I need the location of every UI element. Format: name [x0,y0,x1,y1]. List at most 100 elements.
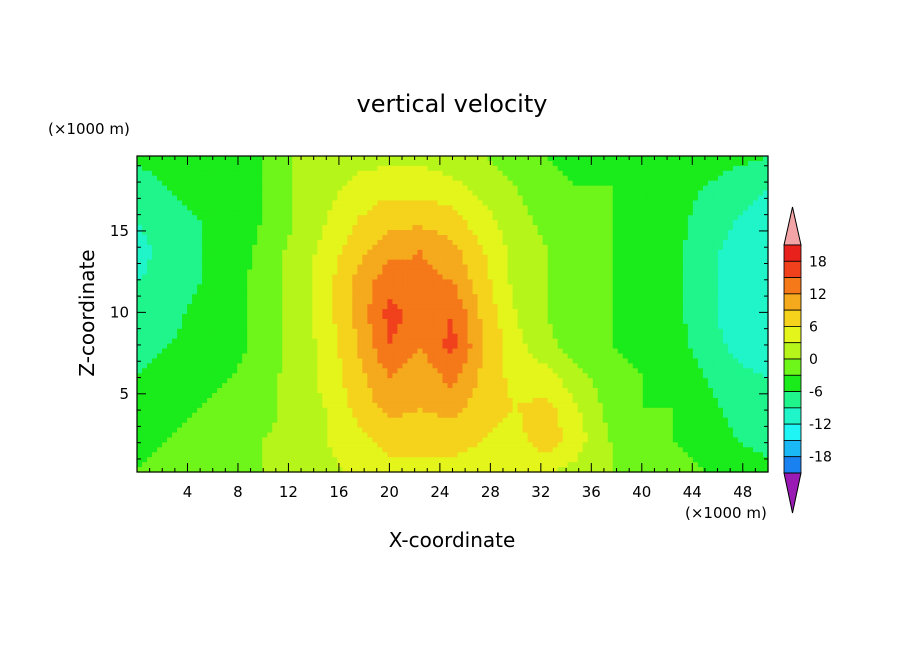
field-cell [222,348,228,355]
field-cell [557,294,564,300]
field-cell [457,210,464,216]
field-cell [452,230,459,236]
field-cell [472,165,479,172]
field-cell [622,269,629,276]
field-cell [417,338,424,345]
field-cell [322,328,328,335]
field-cell [192,205,198,211]
field-cell [242,333,248,340]
field-cell [317,254,323,261]
field-cell [287,309,293,315]
field-cell [442,225,449,231]
field-cell [707,165,714,172]
field-cell [682,200,689,206]
field-cell [697,249,704,256]
field-cell [352,185,358,192]
field-cell [177,249,183,256]
field-cell [237,333,243,340]
field-cell [642,195,649,202]
field-cell [307,333,313,340]
field-cell [562,205,569,211]
field-cell [412,210,419,216]
field-cell [747,200,754,206]
field-cell [372,294,378,300]
field-cell [162,254,168,261]
field-cell [577,170,584,177]
field-cell [302,210,308,216]
field-cell [707,284,714,290]
field-cell [627,230,634,236]
field-cell [612,239,619,246]
field-cell [602,259,609,266]
field-cell [757,244,764,251]
field-cell [337,304,343,310]
field-cell [202,338,208,345]
field-cell [187,269,193,276]
field-cell [492,314,499,320]
field-cell [687,220,694,226]
field-cell [152,170,158,177]
field-cell [482,225,489,231]
field-cell [757,175,764,182]
field-cell [502,160,509,167]
field-cell [257,294,263,300]
field-cell [167,235,173,241]
field-cell [727,318,734,325]
field-cell [682,338,689,345]
field-cell [327,254,333,261]
field-cell [417,284,424,290]
field-cell [332,235,338,241]
field-cell [727,175,734,182]
field-cell [427,180,434,187]
field-cell [737,180,744,187]
field-cell [137,284,143,290]
field-cell [197,165,203,172]
field-cell [512,304,519,310]
field-cell [402,160,409,167]
field-cell [387,299,394,305]
field-cell [572,205,579,211]
field-cell [702,210,709,216]
field-cell [262,274,268,281]
field-cell [587,254,594,261]
field-cell [162,195,168,202]
field-cell [137,348,143,355]
field-cell [192,225,198,231]
field-cell [572,318,579,325]
field-cell [757,180,764,187]
field-cell [192,304,198,310]
field-cell [552,304,559,310]
field-cell [297,200,303,206]
field-cell [637,264,644,271]
field-cell [432,254,439,261]
field-cell [682,269,689,276]
field-cell [672,235,679,241]
field-cell [367,284,373,290]
field-cell [252,309,258,315]
field-cell [492,323,499,330]
field-cell [237,314,243,320]
field-cell [202,175,208,182]
field-cell [402,249,409,256]
field-cell [537,239,544,246]
field-cell [582,323,589,330]
field-cell [587,314,594,320]
field-cell [412,190,419,197]
field-cell [522,156,529,162]
field-cell [337,156,343,162]
field-cell [242,156,248,162]
field-cell [442,314,449,320]
field-cell [612,180,619,187]
field-cell [372,175,378,182]
field-cell [692,210,699,216]
field-cell [252,165,258,172]
field-cell [722,175,729,182]
field-cell [217,190,223,197]
field-cell [207,259,213,266]
field-cell [517,185,524,192]
field-cell [717,195,724,202]
field-cell [547,249,554,256]
field-cell [522,269,529,276]
field-cell [137,279,143,285]
field-cell [297,333,303,340]
